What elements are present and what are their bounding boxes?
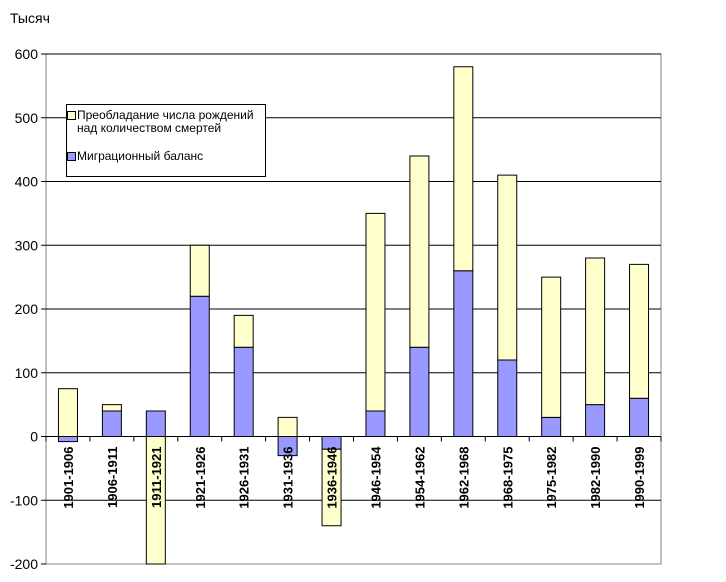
legend: Преобладание числа рождений над количест… xyxy=(66,104,266,177)
bar-migration xyxy=(101,410,122,437)
bar-migration xyxy=(629,397,650,437)
legend-item-migration: Миграционный баланс xyxy=(67,149,204,163)
bar-migration xyxy=(365,410,386,437)
legend-label-migration: Миграционный баланс xyxy=(77,149,204,163)
bar-migration xyxy=(541,416,562,437)
bar-births xyxy=(277,416,298,437)
y-tick-label: 300 xyxy=(15,237,39,253)
y-tick-label: 600 xyxy=(15,46,39,62)
bar-births xyxy=(585,257,606,406)
x-axis-labels: 1901-1906 1906-1911 1911-1921 1921-1926 1926… xyxy=(61,446,647,509)
bar-migration xyxy=(497,359,518,437)
x-tick-label: 1901-1906 xyxy=(61,447,76,509)
bar-migration xyxy=(145,410,166,437)
x-tick-label: 1931-1936 xyxy=(281,447,296,509)
legend-item-births: Преобладание числа рождений над количест… xyxy=(67,108,263,135)
x-tick-label: 1946-1954 xyxy=(368,446,383,509)
y-tick-label: 100 xyxy=(15,365,39,381)
y-tick-label: 400 xyxy=(15,174,39,190)
bar-births xyxy=(497,174,518,361)
x-tick-label: 1921-1926 xyxy=(193,447,208,509)
x-axis-tick-marks xyxy=(45,436,662,442)
y-tick-label: -100 xyxy=(10,492,38,508)
bar-births xyxy=(101,404,122,412)
legend-swatch-migration xyxy=(67,152,76,161)
bar-births xyxy=(365,212,386,412)
y-tick-label: 0 xyxy=(30,429,38,445)
bar-births xyxy=(57,388,78,437)
y-tick-label: -200 xyxy=(10,556,38,572)
x-tick-label: 1968-1975 xyxy=(500,447,515,509)
bar-births xyxy=(321,448,342,527)
y-tick-label: 500 xyxy=(15,110,39,126)
unit-label: Тысяч xyxy=(10,10,50,26)
bar-migration xyxy=(409,346,430,437)
x-tick-label: 1906-1911 xyxy=(105,447,120,508)
bar-births xyxy=(409,155,430,348)
y-tick-label: 200 xyxy=(15,301,39,317)
bar-migration xyxy=(453,270,474,437)
x-tick-label: 1911-1921 xyxy=(149,447,164,508)
x-tick-label: 1936-1946 xyxy=(325,447,340,509)
legend-swatch-births xyxy=(67,111,76,120)
bar-migration xyxy=(585,404,606,437)
x-tick-label: 1926-1931 xyxy=(237,447,252,509)
bar-migration xyxy=(233,346,254,437)
y-axis-ticks: 600 500 400 300 200 100 0 -100 -200 xyxy=(10,46,46,572)
x-tick-label: 1975-1982 xyxy=(544,447,559,509)
bars xyxy=(57,66,650,565)
bar-migration xyxy=(189,295,210,437)
bar-births xyxy=(541,276,562,418)
legend-label-births: Преобладание числа рождений над количест… xyxy=(77,108,254,135)
x-tick-label: 1982-1990 xyxy=(588,447,603,509)
x-tick-label: 1962-1968 xyxy=(456,446,471,508)
bar-migration xyxy=(57,436,78,443)
x-tick-label: 1990-1999 xyxy=(632,447,647,509)
bar-births xyxy=(233,314,254,348)
x-tick-label: 1954-1962 xyxy=(412,447,427,509)
bar-births xyxy=(453,66,474,272)
bar-births xyxy=(189,244,210,297)
bar-births xyxy=(629,263,650,399)
